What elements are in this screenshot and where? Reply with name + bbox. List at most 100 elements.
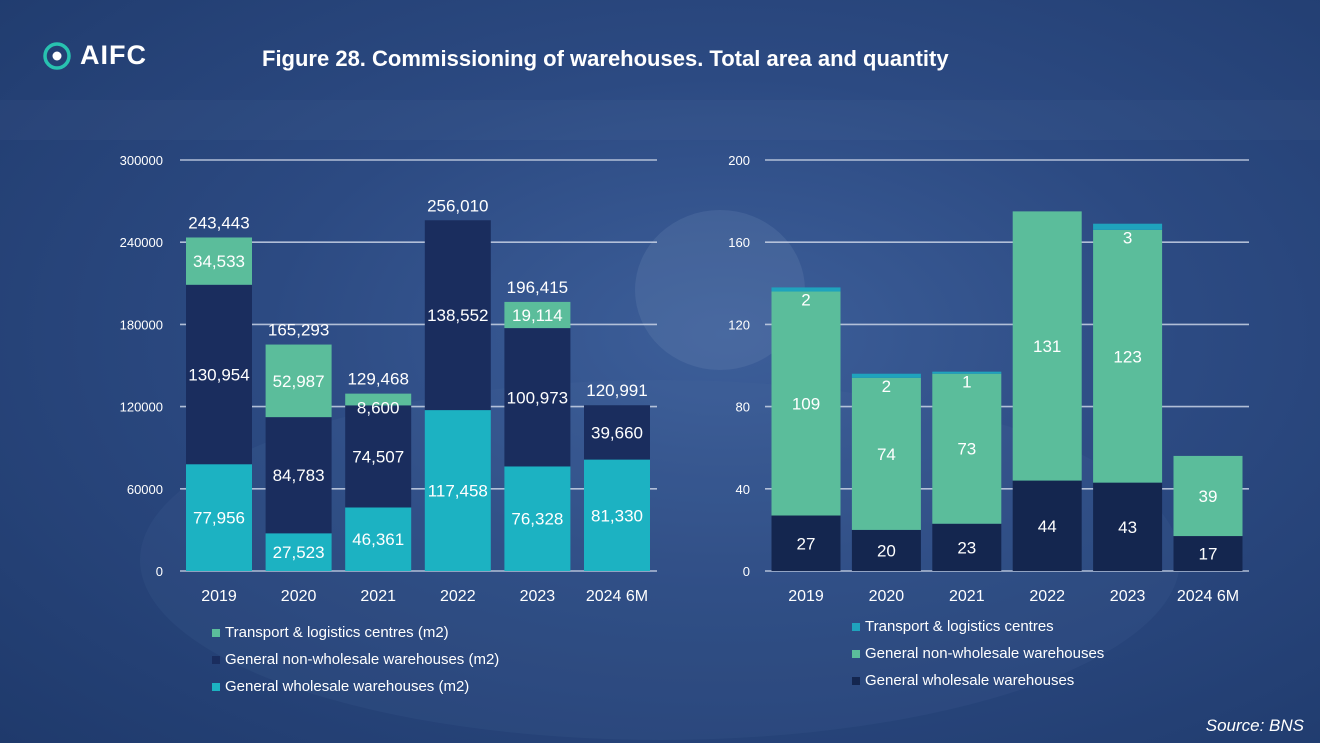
- area-bar-segment: [504, 466, 571, 571]
- area-data-label: 34,533: [193, 252, 245, 271]
- qty-data-label: 39: [1199, 487, 1218, 506]
- area-bar-segment: [424, 410, 491, 571]
- area-x-tick-label: 2019: [201, 588, 237, 605]
- area-bar-segment: [265, 533, 332, 571]
- area-data-label: 84,783: [273, 466, 325, 485]
- area-data-label: 27,523: [273, 543, 325, 562]
- qty-bar-segment: [771, 287, 841, 292]
- area-data-label: 81,330: [591, 506, 643, 525]
- area-total-label: 243,443: [188, 213, 249, 232]
- qty-y-tick-label: 160: [728, 235, 750, 250]
- aifc-logo: AIFC: [42, 40, 147, 71]
- area-total-label: 129,468: [347, 370, 408, 389]
- qty-data-label: 131: [1033, 337, 1061, 356]
- qty-bar-segment: [932, 371, 1002, 374]
- qty-x-tick-label: 2021: [949, 588, 985, 605]
- area-x-tick-label: 2021: [360, 588, 396, 605]
- area-y-tick-label: 60000: [127, 482, 163, 497]
- qty-bar-segment: [771, 291, 841, 516]
- legend-item-non-wholesale-qty: General non-wholesale warehouses: [852, 640, 1104, 667]
- qty-data-label: 17: [1199, 545, 1218, 564]
- qty-bar-segment: [851, 373, 921, 378]
- area-data-label: 117,458: [428, 482, 488, 501]
- qty-bar-segment: [1093, 229, 1163, 483]
- qty-data-label: 20: [877, 541, 896, 560]
- area-bar-segment: [504, 328, 571, 467]
- qty-x-tick-label: 2024 6M: [1177, 588, 1239, 605]
- logo-text: AIFC: [80, 40, 147, 70]
- qty-data-label: 2: [801, 291, 810, 310]
- legend-item-non-wholesale-area: General non-wholesale warehouses (m2): [212, 646, 499, 673]
- area-data-label: 46,361: [352, 530, 404, 549]
- area-data-label: 52,987: [273, 372, 325, 391]
- area-data-label: 100,973: [507, 388, 568, 407]
- area-x-tick-label: 2020: [281, 588, 317, 605]
- quantity-chart-legend: Transport & logistics centres General no…: [852, 613, 1104, 694]
- qty-data-label: 1: [962, 373, 971, 392]
- qty-data-label: 123: [1113, 347, 1141, 366]
- area-data-label: 19,114: [512, 306, 563, 325]
- area-total-label: 120,991: [586, 381, 647, 400]
- area-total-label: 256,010: [427, 196, 488, 215]
- qty-data-label: 109: [792, 395, 820, 414]
- legend-item-transport-qty: Transport & logistics centres: [852, 613, 1104, 640]
- qty-bar-segment: [1173, 455, 1243, 537]
- area-bar-segment: [424, 220, 491, 411]
- area-data-label: 8,600: [357, 399, 400, 418]
- qty-bar-segment: [932, 373, 1002, 524]
- qty-y-tick-label: 0: [743, 564, 750, 579]
- qty-bar-segment: [1093, 223, 1163, 230]
- area-data-label: 138,552: [427, 306, 488, 325]
- area-x-tick-label: 2024 6M: [586, 588, 648, 605]
- area-bar-segment: [504, 301, 571, 329]
- qty-bar-segment: [1093, 482, 1163, 571]
- area-y-tick-label: 180000: [120, 317, 163, 332]
- area-bar-segment: [345, 405, 412, 508]
- qty-data-label: 2: [882, 377, 891, 396]
- area-x-tick-label: 2023: [520, 588, 556, 605]
- qty-y-tick-label: 120: [728, 317, 750, 332]
- area-y-tick-label: 120000: [120, 400, 163, 415]
- qty-data-label: 3: [1123, 229, 1132, 248]
- area-bar-segment: [345, 393, 412, 406]
- legend-swatch: [212, 682, 220, 691]
- area-bar-segment: [265, 344, 332, 418]
- legend-label: Transport & logistics centres (m2): [225, 624, 449, 641]
- qty-data-label: 74: [877, 445, 896, 464]
- area-total-label: 196,415: [507, 278, 568, 297]
- qty-bar-segment: [851, 529, 921, 571]
- qty-x-tick-label: 2022: [1029, 588, 1065, 605]
- qty-bar-segment: [771, 515, 841, 571]
- qty-data-label: 43: [1118, 518, 1137, 537]
- qty-bar-segment: [932, 523, 1002, 571]
- legend-label: General non-wholesale warehouses (m2): [225, 651, 500, 668]
- legend-label: General wholesale warehouses: [865, 672, 1075, 689]
- area-y-tick-label: 300000: [120, 153, 163, 168]
- legend-swatch: [212, 628, 220, 637]
- qty-x-tick-label: 2020: [869, 588, 905, 605]
- qty-data-label: 27: [797, 534, 816, 553]
- qty-data-label: 73: [957, 440, 976, 459]
- area-data-label: 77,956: [193, 509, 245, 528]
- qty-data-label: 44: [1038, 517, 1057, 536]
- qty-x-tick-label: 2023: [1110, 588, 1146, 605]
- area-y-tick-label: 240000: [120, 235, 163, 250]
- qty-bar-segment: [851, 377, 921, 530]
- legend-label: Transport & logistics centres: [865, 618, 1054, 635]
- area-data-label: 74,507: [352, 447, 404, 466]
- area-data-label: 76,328: [511, 510, 563, 529]
- area-bar-segment: [186, 284, 252, 465]
- area-bar-segment: [345, 507, 412, 571]
- legend-item-transport-area: Transport & logistics centres (m2): [212, 619, 499, 646]
- qty-data-label: 23: [957, 538, 976, 557]
- area-bar-segment: [584, 405, 650, 460]
- qty-y-tick-label: 80: [736, 400, 750, 415]
- qty-bar-segment: [1012, 211, 1082, 481]
- source-note: Source: BNS: [1205, 716, 1304, 735]
- qty-bar-segment: [1173, 536, 1243, 571]
- legend-swatch: [852, 676, 860, 685]
- legend-swatch: [852, 649, 860, 658]
- legend-label: General wholesale warehouses (m2): [225, 678, 470, 695]
